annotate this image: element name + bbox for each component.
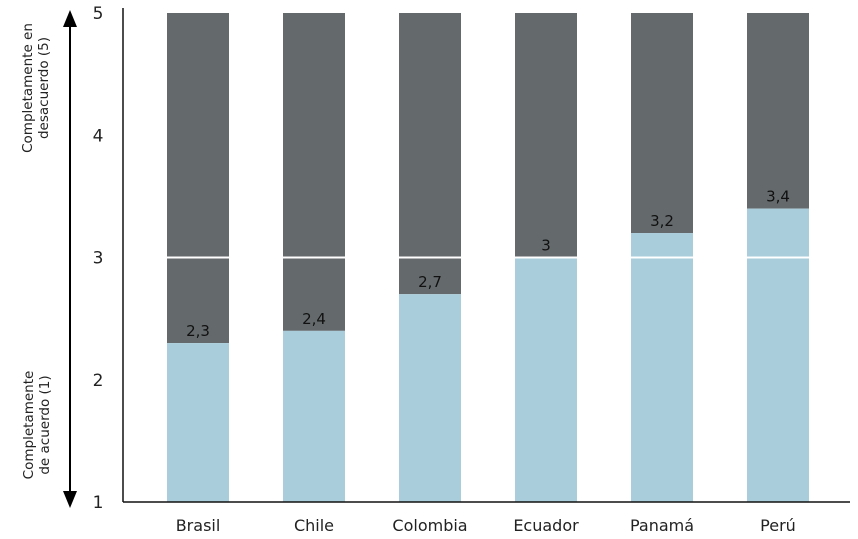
ylabel-top-line: Completamente en (20, 23, 36, 153)
bars-group (167, 13, 809, 503)
arrow-down-icon (63, 491, 77, 508)
category-label: Ecuador (513, 516, 579, 535)
y-tick-label: 2 (93, 371, 104, 391)
bar-value-label: 2,3 (186, 322, 210, 340)
ylabel-top: Completamente en desacuerdo (5) (20, 23, 52, 153)
bar-value-1 (283, 330, 345, 502)
category-label: Perú (760, 516, 796, 535)
ylabel-bottom-line: de acuerdo (1) (37, 375, 53, 474)
bar-value-4 (631, 233, 693, 503)
category-label: Brasil (176, 516, 221, 535)
y-tick-label: 4 (93, 126, 104, 146)
category-label: Panamá (630, 516, 694, 535)
bar-value-0 (167, 343, 229, 502)
ylabel-bottom-line: Completamente (21, 371, 37, 480)
labels-group: 2,3 Brasil 2,4 Chile 2,7 Colombia 3 Ecuador 3,2 P… (20, 4, 796, 535)
ylabel-bottom: Completamente de acuerdo (1) (21, 371, 53, 480)
bar-remainder-4 (631, 13, 693, 234)
ylabel-top-line: desacuerdo (5) (36, 37, 52, 139)
bar-remainder-5 (747, 13, 809, 209)
bar-remainder-1 (283, 13, 345, 331)
y-tick-label: 5 (93, 4, 104, 24)
arrow-up-icon (63, 10, 77, 27)
bar-remainder-0 (167, 13, 229, 344)
y-tick-label: 3 (93, 249, 104, 269)
bar-value-label: 2,7 (418, 273, 442, 291)
category-label: Chile (294, 516, 334, 535)
bar-value-2 (399, 294, 461, 502)
bar-value-label: 3,2 (650, 212, 674, 230)
bar-value-label: 3,4 (766, 188, 790, 206)
bar-value-5 (747, 208, 809, 502)
bar-value-label: 3 (541, 237, 551, 255)
bar-value-label: 2,4 (302, 310, 326, 328)
y-tick-label: 1 (93, 493, 104, 513)
bar-remainder-3 (515, 13, 577, 258)
bar-remainder-2 (399, 13, 461, 295)
bar-value-3 (515, 257, 577, 502)
category-label: Colombia (392, 516, 467, 535)
axes-group (63, 8, 850, 508)
